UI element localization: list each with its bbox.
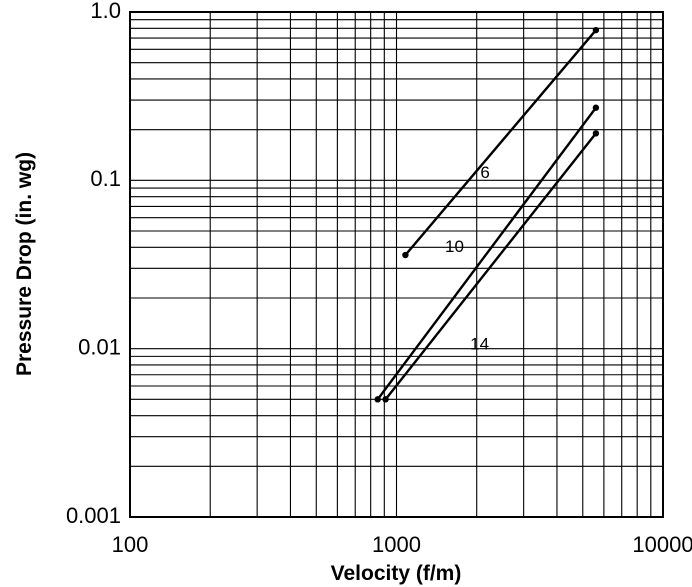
series-label: 10 [445,237,464,256]
series-line [384,132,597,401]
x-tick-label: 10000 [632,532,692,557]
series-label: 14 [470,335,489,354]
series-10: 10 [374,104,600,403]
y-tick-label: 1.0 [90,0,121,23]
series-line [404,29,597,256]
y-axis-ticks: 0.001 0.01 0.1 1.0 [66,0,121,528]
series-14: 14 [382,130,600,403]
series-layer: 6 10 14 [374,26,600,403]
data-point [592,104,600,111]
plot-frame [129,11,664,518]
x-tick-label: 1000 [372,532,421,557]
data-point [592,130,600,137]
data-point [402,251,409,259]
y-axis-title: Pressure Drop (in. wg) [13,152,36,376]
x-axis-ticks: 100 1000 10000 [112,532,692,557]
y-tick-label: 0.1 [90,166,121,191]
grid [130,12,663,517]
x-tick-label: 100 [112,532,149,557]
series-line [376,107,597,401]
series-6: 6 [402,26,600,259]
series-label: 6 [480,163,489,182]
y-tick-label: 0.001 [66,503,121,528]
x-axis-title: Velocity (f/m) [331,562,462,585]
y-tick-label: 0.01 [78,334,121,359]
data-point [374,396,381,403]
data-point [592,26,600,34]
data-point [382,396,389,403]
